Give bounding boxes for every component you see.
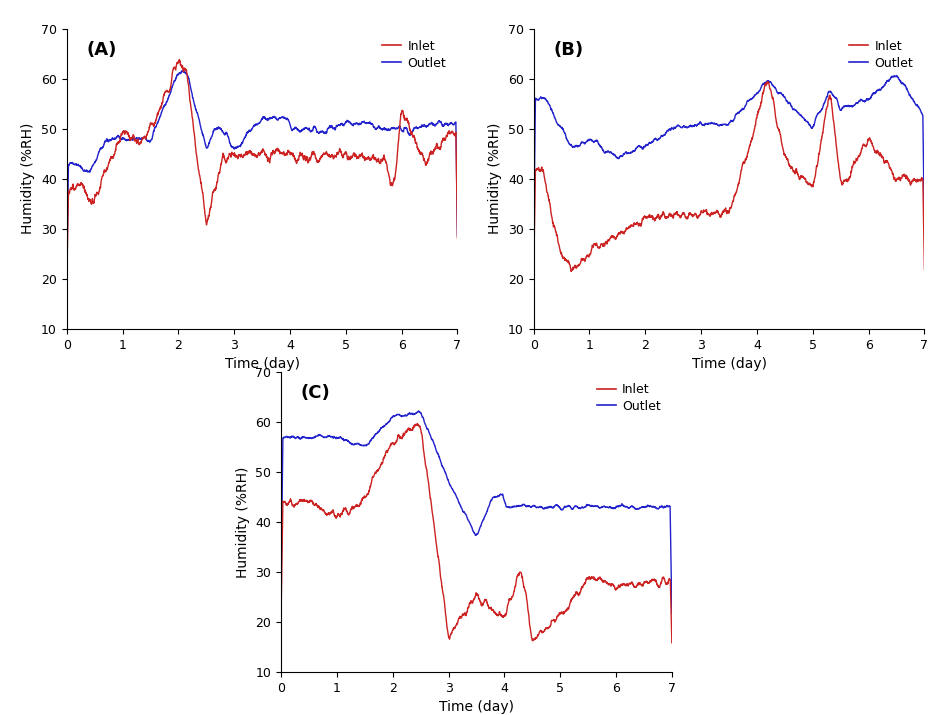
Text: (B): (B) [552,41,583,59]
Legend: Inlet, Outlet: Inlet, Outlet [843,35,917,74]
Legend: Inlet, Outlet: Inlet, Outlet [591,378,664,418]
Y-axis label: Humidity (%RH): Humidity (%RH) [235,466,249,578]
Legend: Inlet, Outlet: Inlet, Outlet [377,35,450,74]
X-axis label: Time (day): Time (day) [691,358,765,371]
Text: (A): (A) [86,41,116,59]
Y-axis label: Humidity (%RH): Humidity (%RH) [487,123,502,235]
Y-axis label: Humidity (%RH): Humidity (%RH) [21,123,35,235]
Text: (C): (C) [300,384,330,402]
X-axis label: Time (day): Time (day) [439,701,513,714]
X-axis label: Time (day): Time (day) [225,358,299,371]
